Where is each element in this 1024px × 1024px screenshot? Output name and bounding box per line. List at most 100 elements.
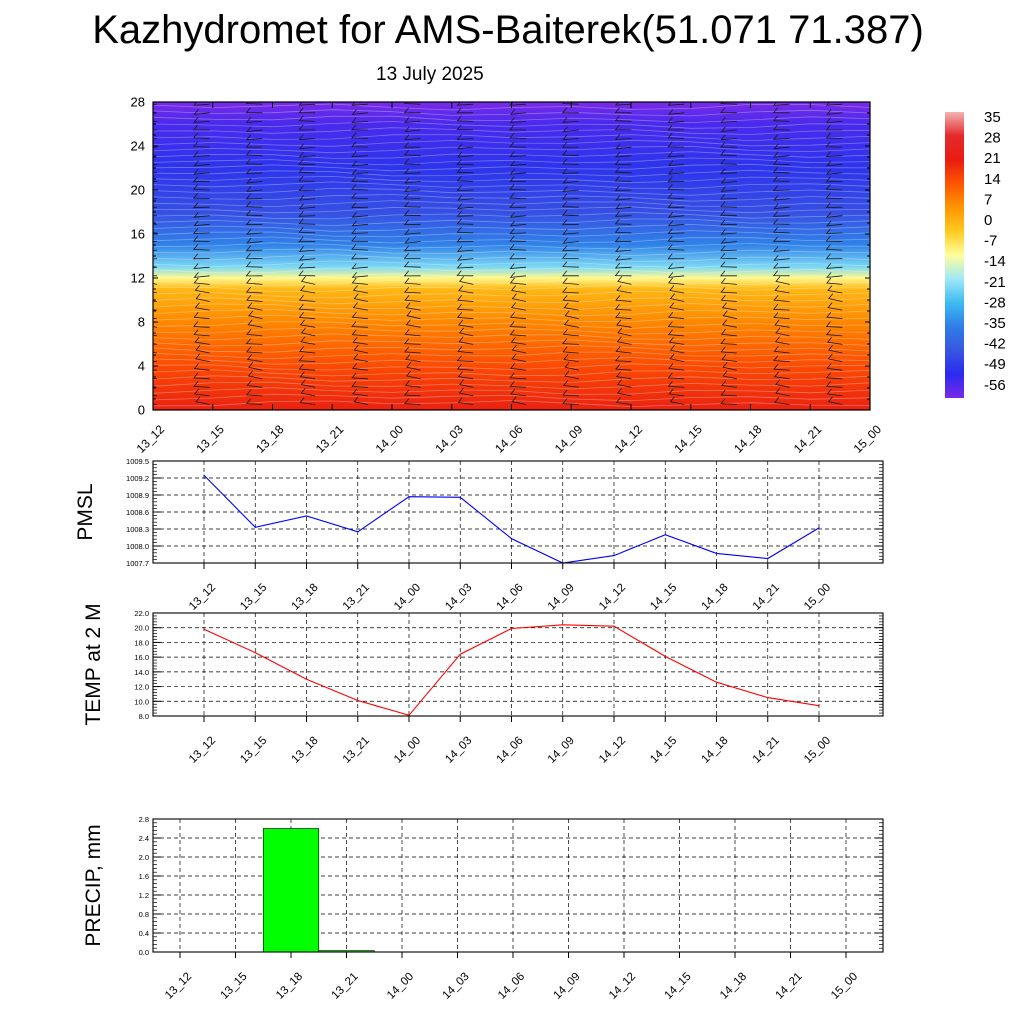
wind-barb bbox=[564, 310, 579, 320]
wind-barb bbox=[298, 312, 316, 320]
y-tick-label: 2.4 bbox=[139, 834, 149, 843]
wind-barb bbox=[192, 202, 210, 209]
y-tick-label: 1008.3 bbox=[126, 525, 149, 534]
wind-barb bbox=[405, 354, 421, 362]
wind-barb bbox=[826, 220, 843, 227]
wind-barb bbox=[720, 177, 737, 184]
wind-barb bbox=[405, 370, 421, 380]
wind-barb bbox=[457, 371, 474, 380]
x-tick-label: 13_21 bbox=[341, 582, 372, 613]
wind-barb bbox=[404, 117, 421, 123]
data-point bbox=[203, 474, 205, 476]
wind-barb bbox=[564, 370, 579, 380]
contour-line bbox=[153, 351, 870, 360]
wind-barb bbox=[403, 219, 421, 226]
contour-line bbox=[153, 248, 870, 257]
contour-line bbox=[153, 223, 870, 232]
wind-barb bbox=[193, 272, 210, 278]
wind-barb bbox=[720, 102, 737, 105]
x-tick-label: 14_03 bbox=[443, 735, 474, 766]
wind-barb bbox=[509, 184, 527, 191]
wind-barb bbox=[298, 115, 316, 122]
contour-line bbox=[153, 290, 870, 299]
wind-barb bbox=[561, 209, 579, 217]
wind-barb bbox=[772, 304, 790, 311]
y-tick-label: 18.0 bbox=[134, 638, 149, 647]
wind-barb bbox=[615, 346, 632, 354]
wind-barb bbox=[561, 201, 579, 208]
wind-barb bbox=[614, 304, 632, 311]
wind-barb bbox=[298, 185, 316, 192]
wind-barb bbox=[509, 329, 527, 337]
y-tick-label: 1009.2 bbox=[126, 474, 149, 483]
y-tick-label: 1007.7 bbox=[126, 559, 149, 568]
wind-barb bbox=[456, 107, 474, 114]
wind-barb bbox=[825, 176, 843, 183]
colorbar-label: -14 bbox=[984, 253, 1006, 270]
wind-barb bbox=[193, 117, 210, 123]
wind-barb bbox=[562, 168, 579, 174]
wind-barb bbox=[720, 294, 737, 302]
wind-barb bbox=[509, 211, 527, 218]
wind-barb bbox=[248, 362, 263, 371]
contour-line bbox=[153, 321, 870, 329]
wind-barb bbox=[298, 355, 316, 362]
wind-barb bbox=[667, 160, 685, 167]
wind-barb bbox=[248, 310, 263, 320]
wind-barb bbox=[403, 158, 421, 165]
wind-barb bbox=[825, 253, 843, 260]
wind-barb bbox=[614, 236, 632, 243]
wind-barb bbox=[615, 143, 632, 150]
colorbar-label: 21 bbox=[984, 150, 1001, 167]
wind-barb bbox=[825, 211, 843, 218]
x-tick-label: 14_21 bbox=[751, 735, 782, 766]
y-tick-label: 1008.0 bbox=[126, 542, 149, 551]
wind-barb bbox=[825, 329, 843, 337]
wind-barb bbox=[614, 211, 632, 217]
wind-barb bbox=[667, 277, 685, 285]
x-tick-label: 14_12 bbox=[607, 971, 638, 1002]
wind-barb bbox=[720, 398, 737, 405]
wind-barb bbox=[825, 141, 843, 148]
wind-barb bbox=[456, 166, 474, 174]
wind-barb bbox=[193, 102, 210, 106]
wind-barb bbox=[193, 363, 210, 371]
contour-line bbox=[153, 363, 870, 371]
contour-line bbox=[153, 381, 870, 390]
wind-barb bbox=[721, 380, 737, 388]
wind-barb bbox=[773, 255, 790, 261]
wind-barb bbox=[457, 203, 474, 210]
wind-barb bbox=[351, 228, 368, 234]
wind-barb bbox=[614, 355, 632, 362]
wind-barb bbox=[616, 319, 632, 328]
x-tick-label: 14_06 bbox=[492, 422, 526, 456]
wind-barb bbox=[405, 319, 421, 328]
wind-barb bbox=[509, 235, 527, 242]
wind-barb bbox=[298, 236, 316, 243]
wind-barb bbox=[720, 346, 737, 354]
wind-barb bbox=[351, 272, 368, 278]
x-tick-label: 14_21 bbox=[791, 422, 825, 456]
wind-barb bbox=[352, 302, 368, 311]
wind-barb bbox=[456, 363, 474, 371]
wind-barb bbox=[456, 102, 474, 106]
wind-barb bbox=[669, 353, 685, 362]
wind-barb bbox=[194, 336, 210, 345]
wind-barb bbox=[562, 117, 579, 123]
x-tick-label: 13_21 bbox=[330, 971, 361, 1002]
contour-line bbox=[153, 206, 870, 214]
wind-barb bbox=[511, 396, 527, 405]
wind-barb bbox=[509, 263, 527, 269]
wind-barb bbox=[456, 355, 474, 362]
wind-barb bbox=[193, 381, 210, 388]
wind-barb bbox=[614, 185, 632, 192]
wind-barb bbox=[720, 201, 737, 208]
x-tick-label: 14_09 bbox=[552, 971, 583, 1002]
wind-barb bbox=[561, 158, 579, 165]
wind-barb bbox=[351, 312, 368, 320]
wind-barb bbox=[245, 149, 263, 157]
wind-barb bbox=[246, 237, 263, 244]
x-tick-label: 13_15 bbox=[238, 582, 269, 613]
wind-barb bbox=[667, 372, 685, 380]
page-title: Kazhydromet for AMS-Baiterek(51.071 71.3… bbox=[92, 8, 924, 52]
